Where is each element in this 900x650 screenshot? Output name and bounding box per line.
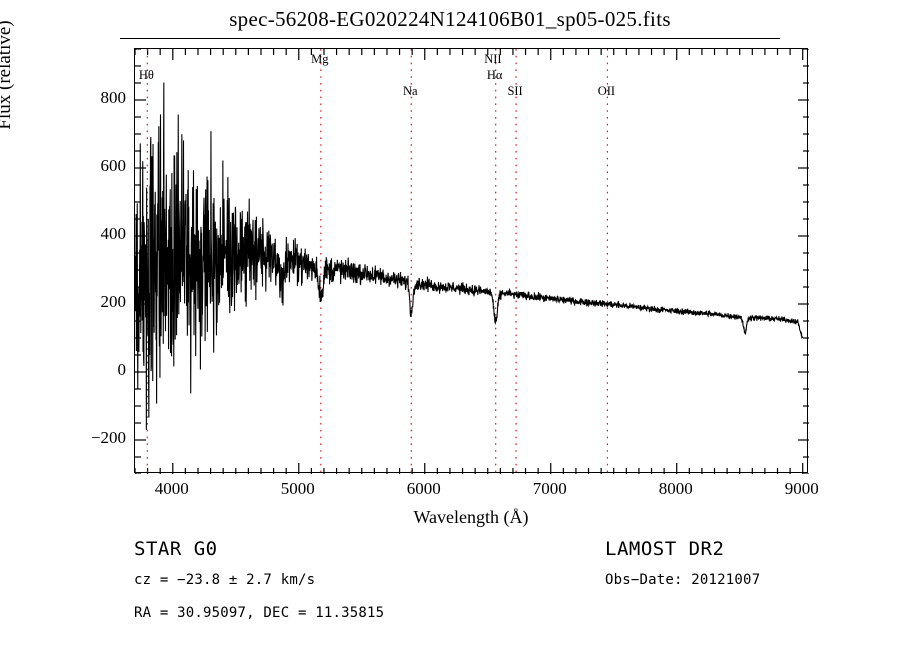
plot-area: [134, 48, 809, 474]
redshift-velocity: cz = −23.8 ± 2.7 km/s: [134, 572, 316, 588]
y-axis-tick-label: 400: [100, 224, 127, 243]
y-axis-tick-label: 0: [117, 360, 127, 379]
page-title: spec-56208-EG020224N124106B01_sp05-025.f…: [229, 7, 671, 31]
x-axis-tick-label: 5000: [280, 479, 315, 498]
survey-name: LAMOST DR2: [605, 538, 725, 560]
x-axis-tick-label: 7000: [532, 479, 567, 498]
spectral-line-label: Hα: [486, 68, 503, 82]
x-axis-tick-label: 9000: [784, 479, 819, 498]
y-axis-tick-label: 600: [100, 156, 127, 175]
observation-date: Obs−Date: 20121007: [605, 572, 761, 588]
y-axis-tick-label: −200: [90, 428, 126, 447]
spectral-line-label: Na: [402, 84, 418, 98]
y-axis-tick-label: 200: [100, 292, 127, 311]
x-axis-tick-label: 8000: [658, 479, 693, 498]
spectral-line-label: NII: [484, 52, 502, 66]
sky-coordinates: RA = 30.95097, DEC = 11.35815: [134, 605, 385, 621]
spectrum-plot-svg: [135, 49, 809, 474]
spectral-line-label: OII: [597, 84, 616, 98]
y-axis-label: Flux (relative): [0, 20, 15, 130]
spectral-line-label: Mg: [311, 52, 329, 66]
x-axis-tick-label: 6000: [406, 479, 441, 498]
spectral-line-label: Hθ: [138, 68, 154, 82]
spectral-line-label: SII: [507, 84, 523, 98]
object-class: STAR G0: [134, 538, 218, 560]
x-axis-label: Wavelength (Å): [413, 507, 529, 527]
y-axis-tick-label: 800: [100, 88, 127, 107]
x-axis-tick-label: 4000: [154, 479, 189, 498]
title-underline: [120, 38, 780, 39]
